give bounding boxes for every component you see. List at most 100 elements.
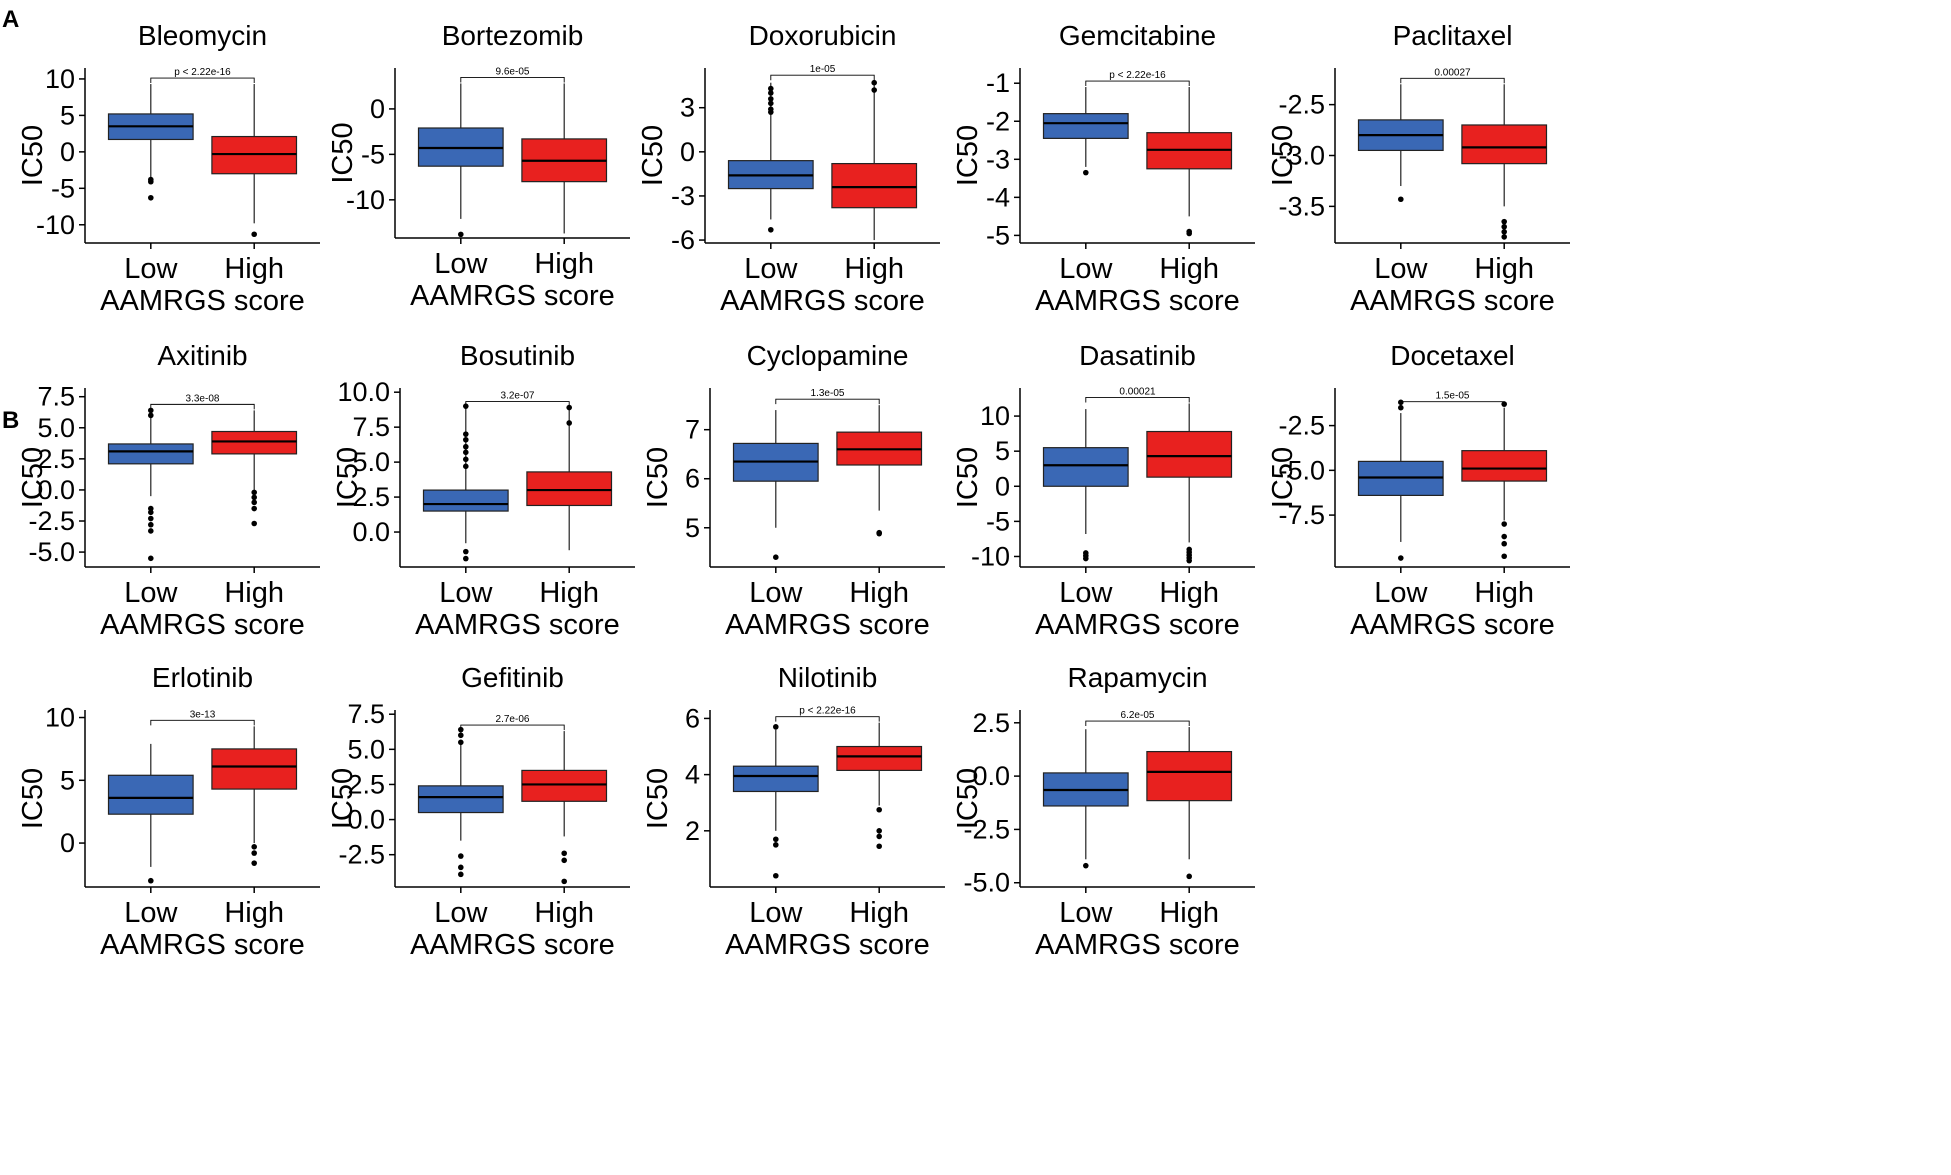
y-tick-label: -3 (986, 144, 1010, 174)
significance-bracket (1085, 720, 1190, 727)
x-axis-label: AAMRGS score (1350, 609, 1555, 641)
box-iqr (417, 785, 504, 814)
outlier-point (1186, 557, 1192, 564)
y-tick-label: 7.5 (37, 382, 75, 412)
box-iqr (732, 765, 819, 793)
box-high (1461, 401, 1548, 560)
x-axis-label: AAMRGS score (725, 929, 930, 961)
x-axis-label: AAMRGS score (410, 280, 615, 312)
y-tick-label: -4 (986, 182, 1010, 212)
x-tick-label-high: High (539, 577, 599, 609)
chart-title: Nilotinib (778, 662, 878, 693)
x-axis-label: AAMRGS score (1035, 929, 1240, 961)
outlier-point (773, 554, 779, 560)
outlier-point (1083, 169, 1089, 176)
box-iqr (422, 489, 509, 512)
y-axis-label: IC50 (17, 447, 49, 508)
x-tick-label-high: High (1159, 897, 1219, 929)
y-axis-label: IC50 (952, 768, 984, 829)
x-tick-label-high: High (1474, 253, 1534, 285)
outlier-point (1501, 521, 1507, 527)
chart-title: Paclitaxel (1393, 20, 1513, 51)
y-axis-label: IC50 (642, 768, 674, 829)
y-tick-label: 0 (370, 94, 385, 124)
outlier-point (876, 833, 882, 840)
box-high (836, 722, 923, 850)
significance-bracket (770, 74, 875, 81)
outlier-point (1083, 862, 1089, 869)
box-low (732, 724, 819, 879)
outlier-point (1398, 404, 1404, 411)
x-axis-label: AAMRGS score (100, 609, 305, 641)
chart-title: Gemcitabine (1059, 20, 1216, 51)
outlier-point (1186, 230, 1192, 237)
outlier-point (148, 178, 154, 185)
p-value-label: p < 2.22e-16 (1109, 70, 1166, 81)
outlier-point (251, 231, 257, 238)
outlier-point (1501, 553, 1507, 560)
significance-bracket (1085, 396, 1190, 403)
p-value-label: 0.00027 (1434, 67, 1471, 78)
y-axis-label: IC50 (327, 768, 359, 829)
outlier-point (251, 860, 257, 866)
x-tick-label-low: Low (1374, 253, 1428, 285)
box-low (417, 83, 504, 238)
box-iqr (526, 471, 613, 507)
y-tick-label: -5 (361, 139, 385, 169)
outlier-point (561, 850, 567, 857)
box-low (732, 410, 819, 560)
significance-bracket (150, 403, 255, 410)
box-high (831, 79, 918, 241)
chart-title: Bortezomib (442, 20, 584, 51)
outlier-point (1501, 218, 1507, 225)
y-tick-label: 7.5 (352, 412, 390, 442)
y-tick-label: -5 (986, 220, 1010, 250)
box-iqr (1042, 447, 1129, 487)
box-low (1042, 729, 1129, 869)
box-low (422, 403, 509, 562)
y-tick-label: 10.0 (337, 377, 390, 407)
outlier-point (251, 520, 257, 527)
chart-title: Rapamycin (1067, 662, 1207, 693)
x-tick-label-low: Low (124, 577, 178, 609)
outlier-point (566, 420, 572, 426)
p-value-label: 9.6e-05 (496, 66, 530, 77)
y-tick-label: -7.5 (1278, 500, 1325, 530)
outlier-point (458, 231, 464, 238)
x-tick-label-high: High (534, 248, 594, 280)
box-iqr (1042, 113, 1129, 139)
y-tick-label: -2.5 (1278, 90, 1325, 120)
x-axis-label: AAMRGS score (1035, 285, 1240, 317)
y-tick-label: 2.5 (347, 769, 385, 799)
y-tick-label: 10 (980, 401, 1010, 431)
x-tick-label-high: High (1474, 577, 1534, 609)
y-tick-label: 10 (45, 703, 75, 733)
y-tick-label: 0 (60, 137, 75, 167)
box-low (1357, 399, 1444, 561)
y-tick-label: 7 (685, 415, 700, 445)
y-axis-label: IC50 (17, 125, 49, 186)
y-tick-label: 0.0 (347, 805, 385, 835)
y-tick-label: -3.0 (1278, 141, 1325, 171)
x-tick-label-low: Low (1059, 253, 1113, 285)
outlier-point (251, 489, 257, 496)
box-high (521, 731, 608, 885)
outlier-point (463, 443, 469, 450)
box-iqr (107, 774, 194, 815)
y-tick-label: 6 (685, 703, 700, 733)
outlier-point (463, 548, 469, 555)
x-tick-label-high: High (1159, 253, 1219, 285)
y-tick-label: 5.0 (352, 447, 390, 477)
y-tick-label: 10 (45, 64, 75, 94)
outlier-point (876, 530, 882, 537)
x-axis-label: AAMRGS score (1350, 285, 1555, 317)
x-tick-label-low: Low (434, 897, 488, 929)
y-tick-label: 5 (60, 765, 75, 795)
outlier-point (768, 109, 774, 115)
box-high (1146, 727, 1233, 880)
